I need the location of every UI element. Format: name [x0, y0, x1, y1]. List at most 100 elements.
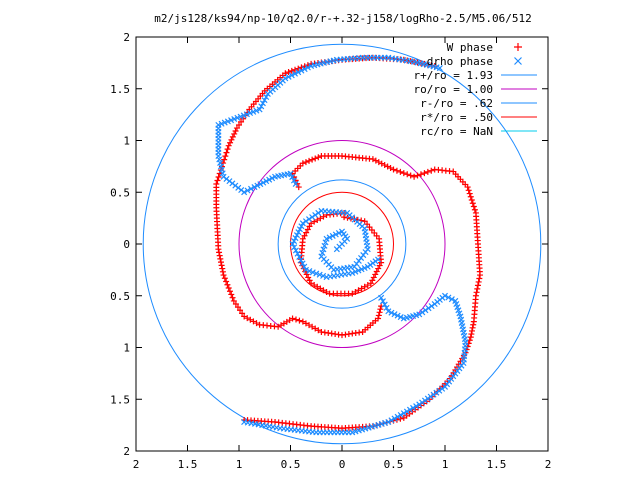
data-point	[314, 216, 321, 223]
data-point	[217, 255, 224, 262]
data-point	[326, 234, 333, 241]
x-tick-label: 1.5	[178, 458, 198, 471]
data-point	[317, 215, 324, 222]
legend-label: W phase	[447, 41, 493, 54]
data-point	[320, 246, 327, 253]
data-point	[406, 406, 414, 413]
y-tick-label: 0.5	[110, 186, 130, 199]
data-point	[410, 404, 417, 411]
data-point	[297, 257, 304, 264]
data-point	[287, 170, 294, 177]
legend-symbol	[514, 57, 522, 65]
data-point	[320, 287, 327, 294]
data-point	[323, 235, 330, 242]
data-point	[250, 108, 257, 115]
data-point	[243, 111, 250, 118]
data-point	[230, 297, 237, 304]
data-point	[306, 216, 313, 223]
data-point	[285, 69, 292, 76]
data-point	[299, 235, 306, 242]
data-point	[361, 264, 368, 272]
data-point	[436, 387, 443, 394]
data-point	[318, 153, 325, 160]
data-point	[247, 110, 254, 117]
data-point	[220, 272, 227, 279]
data-point	[306, 322, 313, 329]
data-point	[288, 67, 295, 74]
data-point	[237, 307, 244, 314]
data-point	[295, 229, 302, 236]
data-point	[381, 162, 388, 169]
data-point	[303, 229, 310, 236]
data-point	[226, 288, 233, 295]
data-point	[445, 294, 452, 301]
data-point	[221, 156, 228, 163]
data-point	[224, 281, 231, 288]
data-point	[259, 100, 266, 107]
data-point	[291, 238, 298, 245]
data-point	[232, 128, 239, 135]
data-point	[421, 397, 428, 404]
x-tick-label: 1	[442, 458, 449, 471]
data-point	[266, 176, 273, 183]
data-point	[321, 242, 328, 249]
data-point	[375, 315, 382, 322]
data-point	[313, 270, 320, 277]
data-point	[291, 70, 299, 77]
data-point	[397, 411, 404, 419]
data-point	[383, 304, 390, 311]
data-point	[222, 153, 229, 160]
data-point	[403, 408, 410, 415]
legend-label: drho phase	[427, 55, 493, 68]
data-point	[471, 206, 478, 213]
data-point	[228, 136, 235, 143]
data-point	[468, 327, 475, 334]
data-point	[214, 177, 221, 184]
data-point	[417, 171, 424, 178]
data-point	[332, 231, 339, 238]
data-point	[391, 311, 398, 318]
data-point	[218, 120, 225, 127]
data-point	[301, 232, 308, 239]
data-point	[231, 115, 238, 123]
data-point	[234, 114, 241, 121]
data-point	[225, 284, 232, 291]
data-point	[372, 271, 379, 278]
data-point	[289, 315, 296, 322]
data-point	[413, 403, 420, 410]
data-point	[367, 280, 374, 287]
data-point	[467, 193, 474, 200]
data-point	[217, 259, 224, 266]
data-point	[433, 389, 440, 396]
data-point	[306, 268, 313, 275]
data-point	[391, 415, 398, 422]
data-point	[309, 156, 316, 163]
data-point	[375, 312, 382, 319]
data-point	[257, 181, 264, 188]
x-tick-label: 0	[339, 458, 346, 471]
data-point	[216, 252, 223, 259]
data-point	[290, 177, 297, 184]
data-point	[361, 283, 368, 290]
data-point	[476, 275, 483, 282]
chart-title: m2/js128/ks94/np-10/q2.0/r-+.32-j158/log…	[154, 12, 532, 25]
y-tick-label: 1.5	[110, 393, 130, 406]
data-point	[299, 260, 306, 267]
data-point	[236, 121, 242, 128]
data-point	[349, 269, 356, 277]
data-point	[292, 180, 299, 187]
data-point	[320, 213, 327, 220]
data-point	[400, 170, 407, 177]
data-point	[316, 271, 323, 278]
data-point	[247, 185, 255, 192]
data-point	[364, 282, 371, 289]
data-point	[352, 268, 359, 275]
data-point	[387, 165, 394, 172]
data-point	[315, 209, 322, 216]
y-tick-label: 1.5	[110, 83, 130, 96]
data-point	[355, 267, 362, 274]
data-point	[218, 262, 225, 269]
data-point	[355, 287, 362, 294]
data-point	[397, 168, 404, 175]
